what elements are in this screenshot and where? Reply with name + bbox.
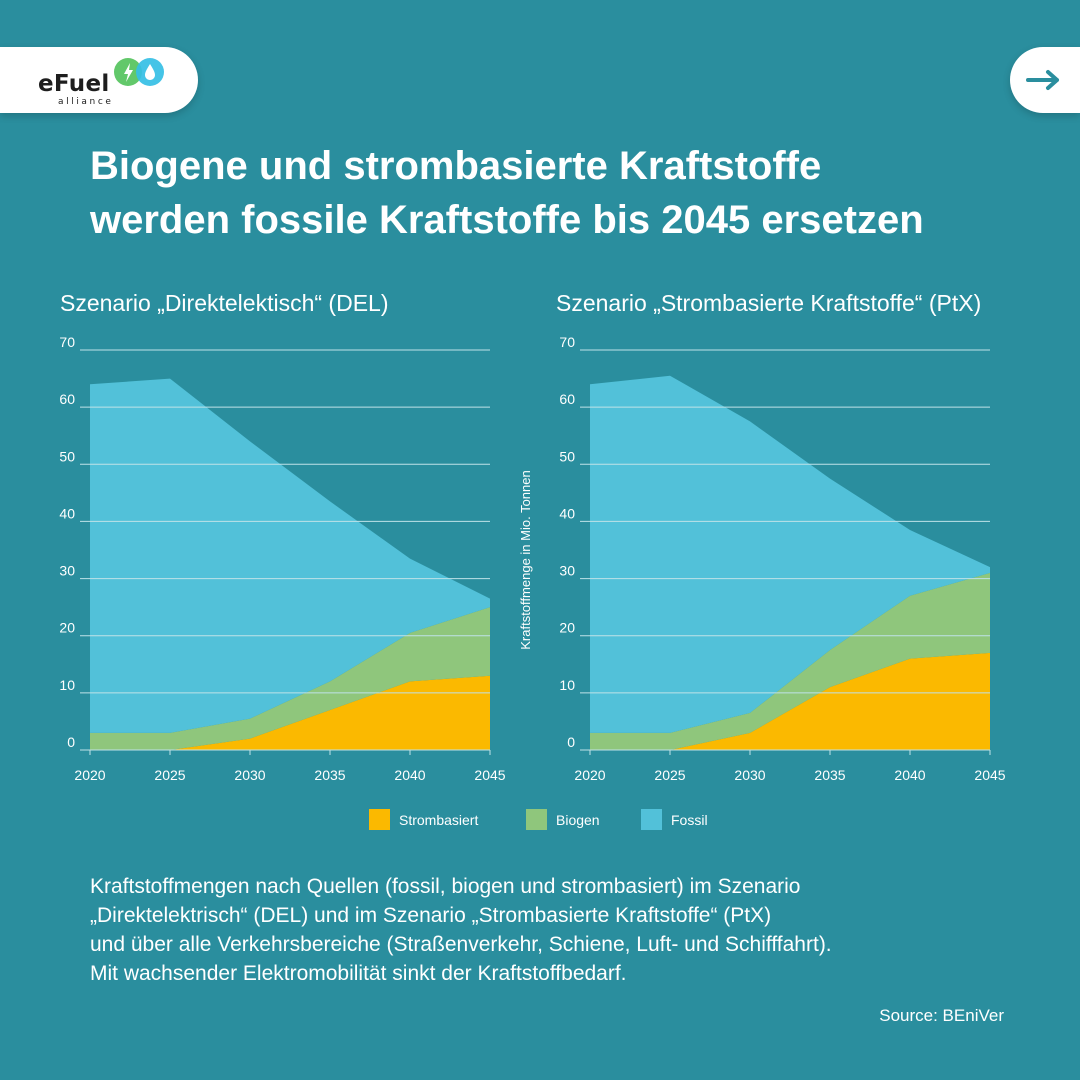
- legend-swatch-strombasiert: [369, 809, 390, 830]
- ytick-del-20: 20: [59, 620, 75, 636]
- area-del-fossil: [90, 378, 490, 733]
- chart-title-ptx: Szenario „Strombasierte Kraftstoffe“ (Pt…: [556, 290, 982, 316]
- logo-wordmark: eFuel: [38, 71, 110, 97]
- water-drop-icon: [145, 64, 155, 80]
- area-ptx-biogen: [590, 572, 990, 750]
- xtick-ptx-2020: 2020: [574, 767, 605, 783]
- logo-subtitle: alliance: [58, 97, 114, 107]
- xtick-del-2040: 2040: [394, 767, 425, 783]
- xtick-del-2035: 2035: [314, 767, 345, 783]
- title-line-1: Biogene und strombasierte Kraftstoffe: [90, 144, 822, 188]
- area-ptx-fossil: [590, 375, 990, 733]
- xtick-del-2025: 2025: [154, 767, 185, 783]
- ytick-ptx-10: 10: [559, 677, 575, 693]
- xtick-ptx-2040: 2040: [894, 767, 925, 783]
- ytick-del-10: 10: [59, 677, 75, 693]
- ytick-del-60: 60: [59, 391, 75, 407]
- ytick-ptx-30: 30: [559, 563, 575, 579]
- next-button[interactable]: [1010, 47, 1080, 113]
- ytick-ptx-70: 70: [559, 334, 575, 350]
- description-line-4: Mit wachsender Elektromobilität sinkt de…: [90, 962, 627, 985]
- area-del-strombasiert: [90, 675, 490, 750]
- ytick-del-70: 70: [59, 334, 75, 350]
- ytick-ptx-0: 0: [567, 734, 575, 750]
- legend-swatch-fossil: [641, 809, 662, 830]
- xtick-del-2020: 2020: [74, 767, 105, 783]
- xtick-ptx-2025: 2025: [654, 767, 685, 783]
- ytick-ptx-60: 60: [559, 391, 575, 407]
- xtick-ptx-2030: 2030: [734, 767, 765, 783]
- ytick-ptx-20: 20: [559, 620, 575, 636]
- xtick-del-2030: 2030: [234, 767, 265, 783]
- arrow-right-icon: [1026, 70, 1059, 90]
- logo-icon: [114, 58, 164, 86]
- chart-description: Kraftstoffmengen nach Quellen (fossil, b…: [90, 872, 1020, 988]
- ytick-del-40: 40: [59, 505, 75, 521]
- area-del-biogen: [90, 607, 490, 750]
- xtick-del-2045: 2045: [474, 767, 505, 783]
- ytick-del-30: 30: [59, 563, 75, 579]
- page-title: Biogene und strombasierte Kraftstoffe we…: [90, 139, 1050, 247]
- chart-title-del: Szenario „Direktelektisch“ (DEL): [60, 290, 389, 316]
- description-line-2: „Direktelektrisch“ (DEL) und im Szenario…: [90, 904, 772, 927]
- source-note: Source: BEniVer: [879, 1006, 1004, 1025]
- logo-badge[interactable]: [0, 47, 198, 113]
- lightning-icon: [124, 63, 133, 82]
- legend-label-biogen: Biogen: [556, 812, 600, 828]
- xtick-ptx-2045: 2045: [974, 767, 1005, 783]
- legend-label-fossil: Fossil: [671, 812, 708, 828]
- xtick-ptx-2035: 2035: [814, 767, 845, 783]
- description-line-1: Kraftstoffmengen nach Quellen (fossil, b…: [90, 875, 801, 898]
- ytick-ptx-50: 50: [559, 448, 575, 464]
- legend-label-strombasiert: Strombasiert: [399, 812, 479, 828]
- title-line-2: werden fossile Kraftstoffe bis 2045 erse…: [90, 198, 924, 242]
- area-ptx-strombasiert: [590, 652, 990, 750]
- ytick-del-50: 50: [59, 448, 75, 464]
- ytick-del-0: 0: [67, 734, 75, 750]
- description-line-3: und über alle Verkehrsbereiche (Straßenv…: [90, 933, 832, 956]
- legend-swatch-biogen: [526, 809, 547, 830]
- ytick-ptx-40: 40: [559, 505, 575, 521]
- ylabel-ptx: Kraftstoffmenge in Mio. Tonnen: [518, 470, 533, 649]
